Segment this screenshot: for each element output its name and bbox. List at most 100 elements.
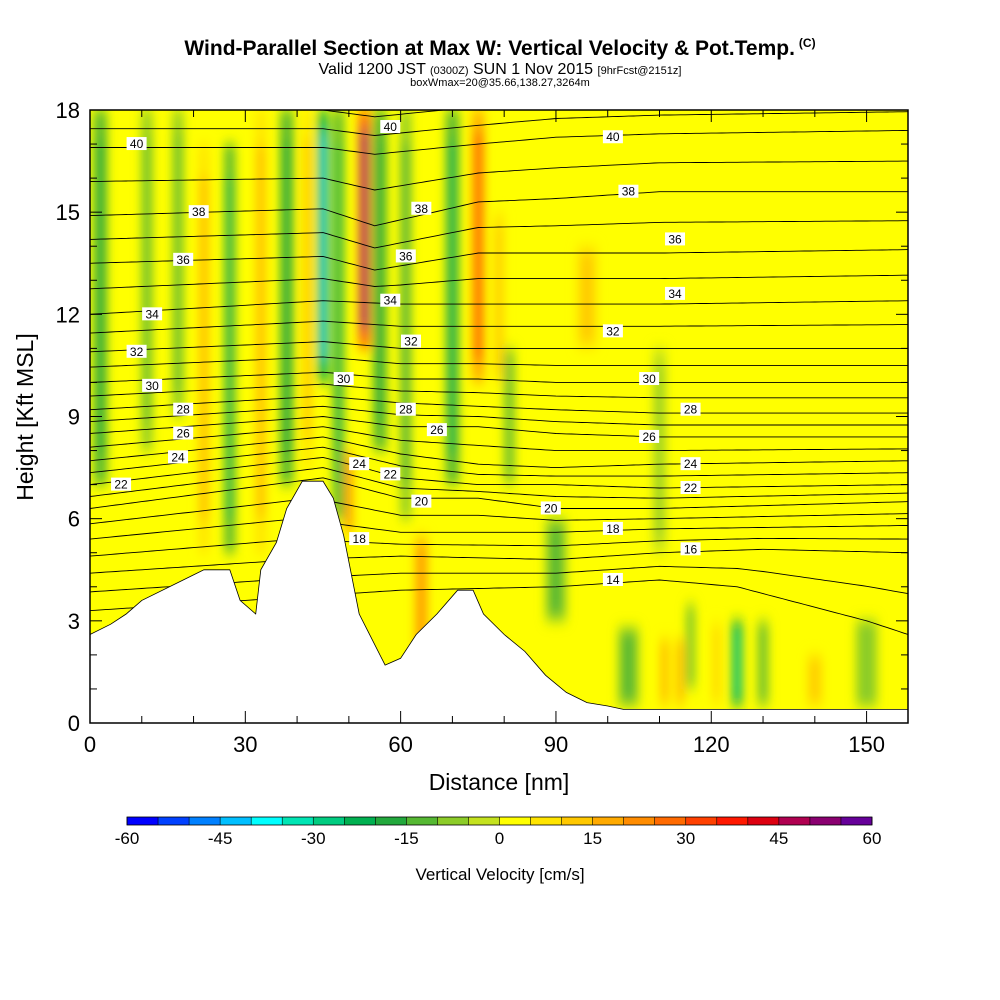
contour-label-box xyxy=(411,494,432,508)
w-feature-core xyxy=(96,139,104,455)
contour-label: 38 xyxy=(622,185,636,199)
box-info: boxWmax=20@35.66,138.27,3264m xyxy=(410,77,590,89)
y-tick-label: 15 xyxy=(56,200,80,225)
colorbar-tick-label: -30 xyxy=(301,829,326,848)
contour-label: 38 xyxy=(415,202,429,216)
w-feature-core xyxy=(361,129,368,330)
contour-label-box xyxy=(380,120,401,134)
contour-label-box xyxy=(173,402,194,416)
colorbar-tick-label: -15 xyxy=(394,829,419,848)
colorbar: -60 -45 -30 -15 0 15 30 45 60 xyxy=(115,816,881,848)
contour-label: 18 xyxy=(606,522,620,536)
contour-label-box xyxy=(680,481,701,495)
contour-label: 24 xyxy=(171,450,185,464)
colorbar-tick-label: -45 xyxy=(208,829,233,848)
contour-label-box xyxy=(173,426,194,440)
x-tick-label: 60 xyxy=(388,732,412,757)
theta-contour-minor xyxy=(90,274,908,290)
colorbar-swatch xyxy=(716,817,749,825)
colorbar-swatch xyxy=(840,817,873,825)
w-feature-core xyxy=(678,643,682,701)
contour-label-box xyxy=(665,232,686,246)
contour-label-box xyxy=(411,201,432,215)
contour-label: 36 xyxy=(399,249,413,263)
w-feature-core xyxy=(662,643,667,701)
w-feature-core xyxy=(734,627,741,700)
contour-label: 36 xyxy=(668,232,682,246)
x-tick-label: 150 xyxy=(848,732,885,757)
theta-contour-minor xyxy=(90,537,908,557)
contour-label-box xyxy=(188,205,209,219)
y-tick-label: 12 xyxy=(56,302,80,327)
theta-contour xyxy=(90,395,908,414)
theta-contour-minor xyxy=(90,446,908,477)
contour-label: 40 xyxy=(606,130,620,144)
contour-label: 34 xyxy=(668,287,682,301)
colorbar-swatch xyxy=(158,817,190,825)
colorbar-swatch xyxy=(251,817,283,825)
theta-contour xyxy=(90,548,908,574)
w-feature-core xyxy=(283,139,291,455)
colorbar-swatch xyxy=(220,817,252,825)
y-tick-label: 9 xyxy=(68,405,80,430)
x-tick-label: 120 xyxy=(693,732,730,757)
x-tick-label: 30 xyxy=(233,732,257,757)
y-tick-label: 0 xyxy=(68,711,80,736)
colorbar-swatch xyxy=(685,817,718,825)
utc-time: (0300Z) xyxy=(430,65,469,77)
contour-label-box xyxy=(142,307,163,321)
valid-time: Valid 1200 JST xyxy=(318,61,426,78)
contour-label-box xyxy=(602,130,623,144)
contour-label: 24 xyxy=(684,457,698,471)
x-tick-label: 0 xyxy=(84,732,96,757)
theta-contour xyxy=(90,341,908,353)
theta-contour xyxy=(90,436,908,469)
w-feature-core xyxy=(335,142,342,486)
contour-label: 22 xyxy=(114,478,128,492)
valid-date: SUN 1 Nov 2015 xyxy=(473,61,594,78)
contour-label-box xyxy=(126,344,147,358)
w-feature-core xyxy=(376,137,384,424)
contour-label: 28 xyxy=(399,403,413,417)
contour-label: 40 xyxy=(130,137,144,151)
theta-contour-minor xyxy=(90,356,908,368)
theta-contour-minor xyxy=(90,426,908,452)
contour-label-box xyxy=(380,467,401,481)
theta-contour-minor xyxy=(90,220,908,249)
contour-label-box xyxy=(602,521,623,535)
theta-contour xyxy=(90,371,908,383)
colorbar-swatch xyxy=(189,817,221,825)
y-tick-label: 18 xyxy=(56,98,80,123)
contour-label-box xyxy=(680,542,701,556)
contour-label: 14 xyxy=(606,573,620,587)
contour-label: 24 xyxy=(353,457,367,471)
contour-label: 28 xyxy=(684,403,698,417)
contour-label-box xyxy=(680,457,701,471)
chart-subtitle: Valid 1200 JST (0300Z) SUN 1 Nov 2015 [9… xyxy=(0,61,1000,79)
w-feature-core xyxy=(714,627,718,700)
contour-label: 38 xyxy=(192,205,206,219)
y-axis-label: Height [Kft MSL] xyxy=(12,333,38,500)
theta-contour xyxy=(90,518,908,540)
contour-label: 26 xyxy=(642,430,656,444)
contour-label-box xyxy=(333,372,354,386)
contour-label: 28 xyxy=(177,403,191,417)
colorbar-swatch xyxy=(406,817,438,825)
colorbar-swatch xyxy=(592,817,624,825)
theta-contour-minor xyxy=(90,160,908,191)
terrain xyxy=(89,480,909,724)
theta-contour-minor xyxy=(90,499,908,525)
colorbar-swatch xyxy=(778,817,811,825)
theta-contour xyxy=(90,191,908,227)
contour-label-box xyxy=(111,477,132,491)
contour-label: 30 xyxy=(337,372,351,386)
y-axis: 0 36 9 12 15 18 xyxy=(56,98,908,736)
colorbar-swatch xyxy=(468,817,500,825)
contour-label: 18 xyxy=(353,532,367,546)
w-feature-core xyxy=(810,658,820,702)
contour-label-box xyxy=(126,137,147,151)
contour-label: 40 xyxy=(384,120,398,134)
colorbar-swatch xyxy=(561,817,593,825)
contour-label-box xyxy=(639,372,660,386)
contour-label-box xyxy=(426,423,447,437)
